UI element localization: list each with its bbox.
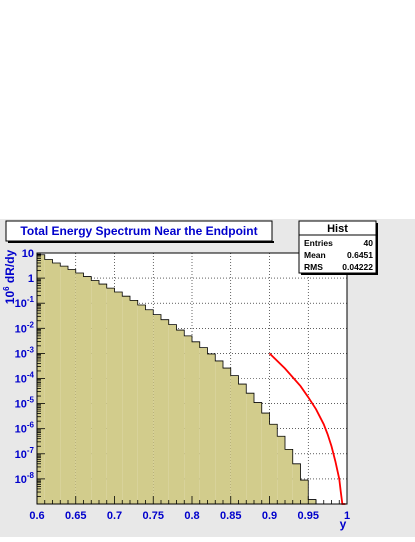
y-tick-label: 10-3 <box>15 345 35 360</box>
bar <box>223 368 231 504</box>
bar <box>215 360 223 504</box>
stats-rms-label: RMS <box>304 262 323 272</box>
y-axis-label: 106 dR/dy <box>2 249 17 304</box>
y-tick-label: 1 <box>28 273 34 285</box>
bar <box>130 300 138 504</box>
axes <box>36 253 348 505</box>
stats-mean-label: Mean <box>304 250 326 260</box>
bar <box>91 280 99 504</box>
y-tick-label: 10-7 <box>15 446 35 461</box>
bar <box>285 449 293 504</box>
bar <box>75 272 84 504</box>
bar <box>99 284 107 504</box>
stats-entries-value: 40 <box>364 238 374 248</box>
bar <box>269 424 278 504</box>
x-tick-label: 0.95 <box>298 510 319 522</box>
y-tick-label: 10-1 <box>15 295 35 310</box>
stats-box: Hist Entries 40 Mean 0.6451 RMS 0.04222 <box>298 220 378 275</box>
bar <box>68 269 76 504</box>
x-tick-label: 1 <box>344 510 350 522</box>
y-tick-label: 10-8 <box>15 471 35 486</box>
bar <box>168 324 177 504</box>
bar <box>44 259 53 504</box>
histogram-outline <box>36 254 347 505</box>
x-tick-label: 0.75 <box>143 510 164 522</box>
stats-mean-value: 0.6451 <box>347 250 373 260</box>
bar <box>246 393 254 504</box>
y-tick-label: 10 <box>22 248 34 260</box>
title-box-shadow <box>8 241 274 243</box>
bar <box>300 480 309 504</box>
bar <box>199 347 208 504</box>
x-tick-label: 0.8 <box>184 510 199 522</box>
stats-title: Hist <box>327 223 348 235</box>
histogram-bars <box>36 254 347 505</box>
bar <box>122 296 130 504</box>
bar <box>308 499 316 504</box>
stats-box-body <box>298 220 377 274</box>
bar <box>192 341 200 504</box>
bar <box>230 375 239 504</box>
y-tick-label: 10-5 <box>15 396 35 411</box>
bar <box>176 330 185 504</box>
bar <box>153 314 161 504</box>
fit-curve <box>268 352 346 505</box>
y-tick-labels: 10 1 10-1 10-2 10-3 10-4 10-5 10-6 10-7 10-8 <box>15 248 35 486</box>
bar <box>207 353 216 504</box>
x-tick-label: 0.9 <box>262 510 277 522</box>
stats-entries-label: Entries <box>304 238 333 248</box>
bar <box>83 276 92 504</box>
chart-title: Total Energy Spectrum Near the Endpoint <box>20 224 257 238</box>
bar <box>106 288 115 504</box>
canvas: 0.6 0.65 0.7 0.75 0.8 0.85 0.9 0.95 1 10 1 10-1 10-… <box>0 219 415 537</box>
bar <box>161 319 169 504</box>
stats-rms-value: 0.04222 <box>342 262 373 272</box>
x-axis-label: y <box>340 517 347 531</box>
bar <box>254 402 262 504</box>
bar <box>114 291 123 504</box>
x-tick-label: 0.6 <box>29 510 44 522</box>
x-tick-label: 0.7 <box>107 510 122 522</box>
x-tick-label: 0.85 <box>220 510 241 522</box>
y-tick-label: 10-2 <box>15 320 35 335</box>
histogram-chart: 0.6 0.65 0.7 0.75 0.8 0.85 0.9 0.95 1 10 1 10-1 10-… <box>0 219 415 537</box>
y-tick-label: 10-4 <box>15 371 35 386</box>
bar <box>137 304 146 504</box>
y-tick-label: 10-6 <box>15 421 35 436</box>
bar <box>145 309 154 504</box>
fit-line <box>268 352 346 505</box>
x-tick-label: 0.65 <box>65 510 86 522</box>
x-tick-labels: 0.6 0.65 0.7 0.75 0.8 0.85 0.9 0.95 1 <box>29 510 350 522</box>
bar <box>52 262 61 504</box>
bar <box>261 413 270 504</box>
bar <box>184 335 192 504</box>
bar <box>292 463 301 504</box>
bar <box>277 436 285 504</box>
bar <box>60 266 68 504</box>
bar <box>238 384 247 504</box>
